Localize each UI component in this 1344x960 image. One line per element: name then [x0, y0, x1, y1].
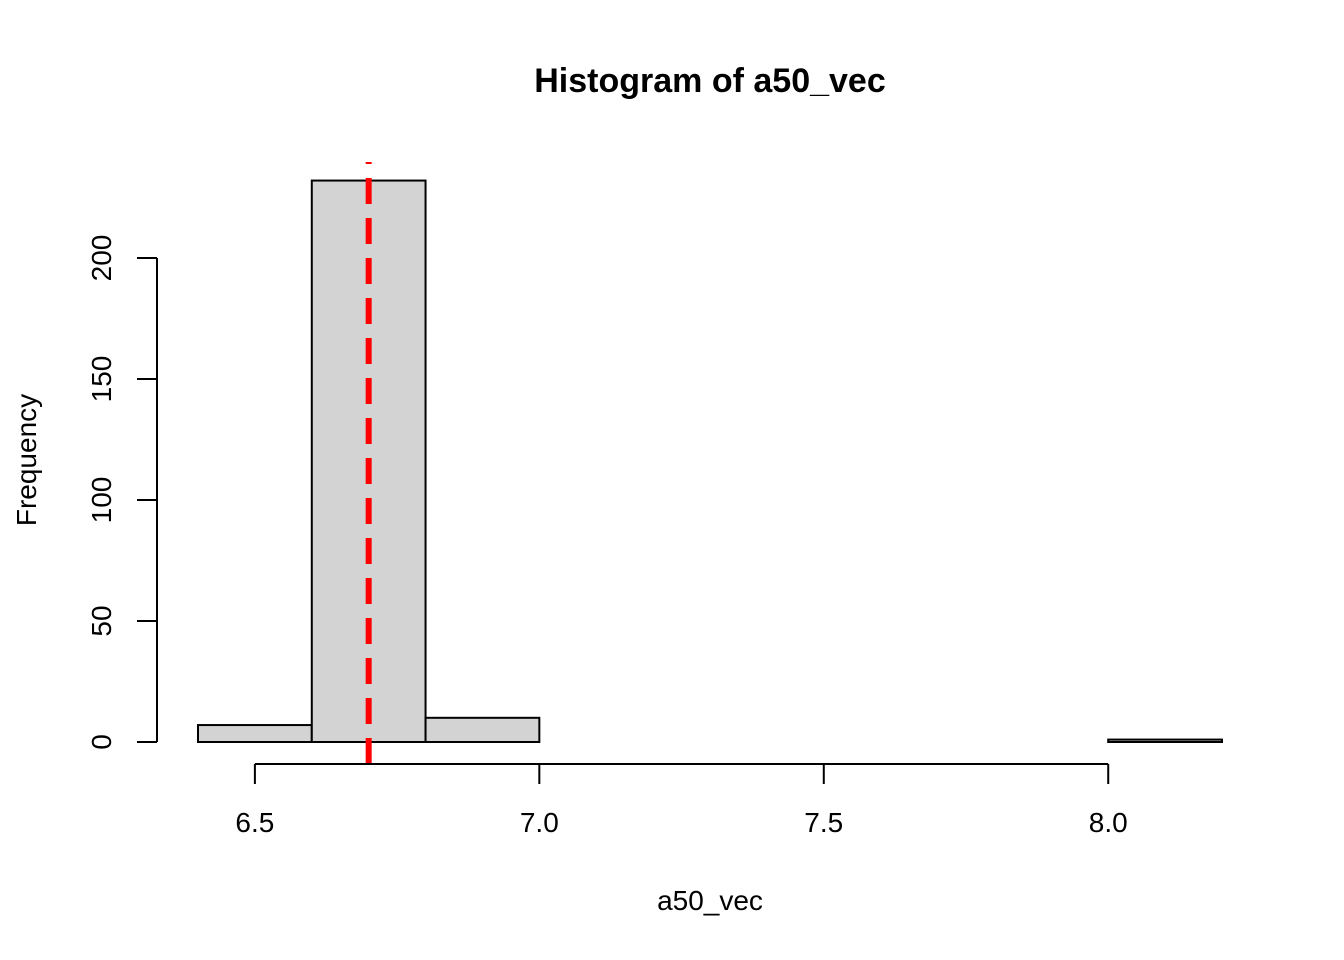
histogram-bars [197, 179, 1223, 744]
x-tick-label: 7.5 [804, 807, 843, 838]
y-axis: 0 50 100 150 200 [86, 235, 158, 750]
x-axis-label: a50_vec [657, 885, 763, 916]
histogram-bar [424, 716, 541, 743]
x-tick-label: 7.0 [520, 807, 559, 838]
y-tick-label: 0 [86, 734, 117, 750]
x-tick-label: 8.0 [1089, 807, 1128, 838]
y-tick-label: 50 [86, 605, 117, 636]
chart-title: Histogram of a50_vec [534, 62, 886, 100]
y-axis-label: Frequency [11, 394, 42, 526]
y-tick-label: 100 [86, 477, 117, 524]
histogram-bar [1107, 738, 1223, 744]
x-tick-label: 6.5 [235, 807, 274, 838]
x-axis: 6.5 7.0 7.5 8.0 [235, 763, 1128, 838]
y-tick-label: 150 [86, 356, 117, 403]
y-tick-label: 200 [86, 235, 117, 282]
histogram-bar [197, 724, 313, 743]
